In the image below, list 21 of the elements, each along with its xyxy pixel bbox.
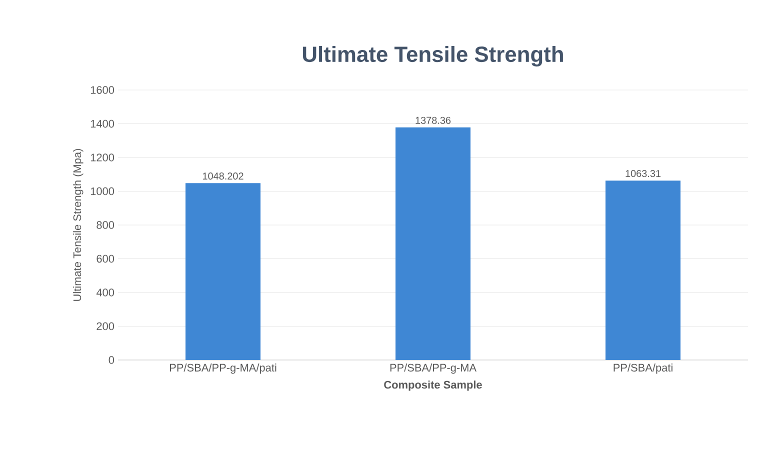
x-tick-label: PP/SBA/PP-g-MA/pati [170, 364, 276, 374]
data-label: 1063.31 [626, 170, 661, 178]
y-axis-title: Ultimate Tensile Strength (Mpa) [73, 148, 84, 301]
y-tick-label: 1400 [90, 120, 114, 128]
bar [396, 127, 471, 360]
y-tick-label: 1000 [90, 187, 114, 196]
y-tick-label: 0 [108, 356, 114, 364]
chart-title: Ultimate Tensile Strength [302, 46, 563, 66]
bar [186, 183, 261, 360]
x-tick-label: PP/SBA/PP-g-MA [390, 364, 477, 374]
y-tick-label: 1600 [90, 86, 114, 94]
data-label: 1378.36 [416, 116, 451, 124]
y-tick-label: 400 [96, 288, 114, 296]
y-tick-label: 200 [96, 322, 114, 330]
y-tick-label: 800 [96, 221, 114, 229]
x-axis-title: Composite Sample [384, 380, 482, 391]
y-tick-label: 1200 [90, 154, 114, 162]
x-tick-label: PP/SBA/pati [614, 364, 672, 374]
bar [606, 180, 681, 360]
y-tick-label: 600 [96, 254, 114, 263]
data-label: 1048.202 [202, 172, 244, 180]
